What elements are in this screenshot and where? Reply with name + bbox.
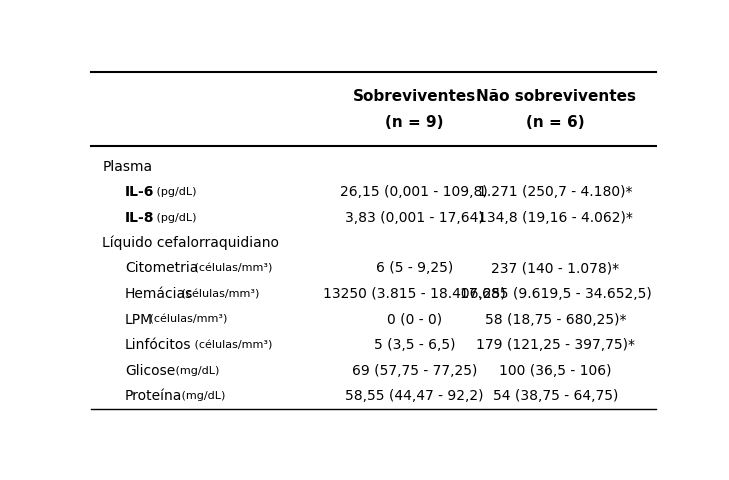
Text: 69 (57,75 - 77,25): 69 (57,75 - 77,25) xyxy=(351,363,477,377)
Text: 17.685 (9.619,5 - 34.652,5): 17.685 (9.619,5 - 34.652,5) xyxy=(460,287,652,300)
Text: 100 (36,5 - 106): 100 (36,5 - 106) xyxy=(499,363,612,377)
Text: (mg/dL): (mg/dL) xyxy=(171,365,219,375)
Text: 237 (140 - 1.078)*: 237 (140 - 1.078)* xyxy=(491,261,620,275)
Text: IL-8: IL-8 xyxy=(125,211,155,225)
Text: IL-6: IL-6 xyxy=(125,184,155,198)
Text: 58 (18,75 - 680,25)*: 58 (18,75 - 680,25)* xyxy=(485,312,626,326)
Text: 1.271 (250,7 - 4.180)*: 1.271 (250,7 - 4.180)* xyxy=(478,184,633,198)
Text: Proteína: Proteína xyxy=(125,388,182,402)
Text: Linfócitos: Linfócitos xyxy=(125,337,192,351)
Text: (pg/dL): (pg/dL) xyxy=(152,213,196,223)
Text: 58,55 (44,47 - 92,2): 58,55 (44,47 - 92,2) xyxy=(345,388,483,402)
Text: (n = 6): (n = 6) xyxy=(526,115,585,130)
Text: (células/mm³): (células/mm³) xyxy=(147,314,227,324)
Text: 13250 (3.815 - 18.406,25): 13250 (3.815 - 18.406,25) xyxy=(323,287,506,300)
Text: 134,8 (19,16 - 4.062)*: 134,8 (19,16 - 4.062)* xyxy=(478,211,633,225)
Text: (células/mm³): (células/mm³) xyxy=(190,263,272,273)
Text: (células/mm³): (células/mm³) xyxy=(190,339,272,349)
Text: Hemácias: Hemácias xyxy=(125,287,193,300)
Text: Plasma: Plasma xyxy=(102,159,152,173)
Text: Glicose: Glicose xyxy=(125,363,175,377)
Text: 0 (0 - 0): 0 (0 - 0) xyxy=(386,312,442,326)
Text: 3,83 (0,001 - 17,64): 3,83 (0,001 - 17,64) xyxy=(345,211,483,225)
Text: Sobreviventes: Sobreviventes xyxy=(353,89,476,104)
Text: 5 (3,5 - 6,5): 5 (3,5 - 6,5) xyxy=(373,337,455,351)
Text: Líquido cefalorraquidiano: Líquido cefalorraquidiano xyxy=(102,235,279,250)
Text: (mg/dL): (mg/dL) xyxy=(178,390,225,400)
Text: 54 (38,75 - 64,75): 54 (38,75 - 64,75) xyxy=(493,388,618,402)
Text: 6 (5 - 9,25): 6 (5 - 9,25) xyxy=(375,261,453,275)
Text: (pg/dL): (pg/dL) xyxy=(152,186,196,196)
Text: LPM: LPM xyxy=(125,312,153,326)
Text: Não sobreviventes: Não sobreviventes xyxy=(475,89,636,104)
Text: Citometria: Citometria xyxy=(125,261,198,275)
Text: (n = 9): (n = 9) xyxy=(385,115,443,130)
Text: (células/mm³): (células/mm³) xyxy=(178,288,260,299)
Text: 26,15 (0,001 - 109,8): 26,15 (0,001 - 109,8) xyxy=(340,184,488,198)
Text: 179 (121,25 - 397,75)*: 179 (121,25 - 397,75)* xyxy=(476,337,635,351)
